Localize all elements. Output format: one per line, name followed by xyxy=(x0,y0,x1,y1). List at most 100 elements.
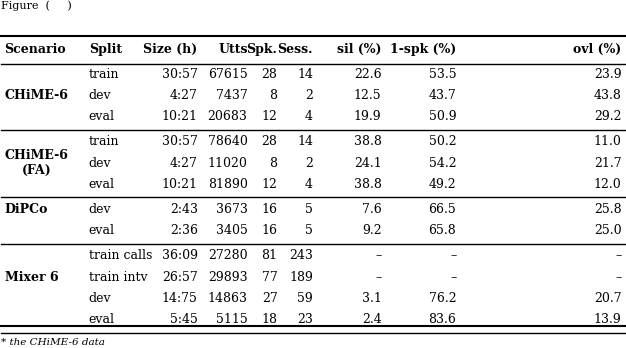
Text: sil (%): sil (%) xyxy=(337,43,382,56)
Text: Split: Split xyxy=(89,43,122,56)
Text: 65.8: 65.8 xyxy=(429,224,456,237)
Text: 2:36: 2:36 xyxy=(170,224,198,237)
Text: 81890: 81890 xyxy=(208,178,247,191)
Text: 8: 8 xyxy=(269,157,277,170)
Text: 49.2: 49.2 xyxy=(429,178,456,191)
Text: 28: 28 xyxy=(262,68,277,81)
Text: –: – xyxy=(450,250,456,262)
Text: 43.8: 43.8 xyxy=(593,89,622,102)
Text: DiPCo: DiPCo xyxy=(4,203,48,216)
Text: 13.9: 13.9 xyxy=(593,313,622,326)
Text: 14:75: 14:75 xyxy=(162,292,198,305)
Text: train: train xyxy=(89,135,119,149)
Text: Sess.: Sess. xyxy=(277,43,313,56)
Text: 5:45: 5:45 xyxy=(170,313,198,326)
Text: dev: dev xyxy=(89,157,111,170)
Text: –: – xyxy=(450,271,456,284)
Text: train calls: train calls xyxy=(89,250,152,262)
Text: 27280: 27280 xyxy=(208,250,247,262)
Text: 53.5: 53.5 xyxy=(429,68,456,81)
Text: 36:09: 36:09 xyxy=(162,250,198,262)
Text: 9.2: 9.2 xyxy=(362,224,382,237)
Text: 23.9: 23.9 xyxy=(594,68,622,81)
Text: 29893: 29893 xyxy=(208,271,247,284)
Text: 11.0: 11.0 xyxy=(593,135,622,149)
Text: 19.9: 19.9 xyxy=(354,110,382,123)
Text: eval: eval xyxy=(89,110,115,123)
Text: 4:27: 4:27 xyxy=(170,89,198,102)
Text: 10:21: 10:21 xyxy=(162,110,198,123)
Text: Figure  (     ): Figure ( ) xyxy=(1,0,72,11)
Text: 77: 77 xyxy=(262,271,277,284)
Text: 4: 4 xyxy=(305,110,313,123)
Text: 7437: 7437 xyxy=(216,89,247,102)
Text: * the CHiME-6 data: * the CHiME-6 data xyxy=(1,339,105,348)
Text: eval: eval xyxy=(89,178,115,191)
Text: Size (h): Size (h) xyxy=(143,43,198,56)
Text: eval: eval xyxy=(89,224,115,237)
Text: 83.6: 83.6 xyxy=(428,313,456,326)
Text: 23: 23 xyxy=(297,313,313,326)
Text: 3.1: 3.1 xyxy=(362,292,382,305)
Text: 21.7: 21.7 xyxy=(594,157,622,170)
Text: 78640: 78640 xyxy=(208,135,247,149)
Text: 7.6: 7.6 xyxy=(362,203,382,216)
Text: 26:57: 26:57 xyxy=(162,271,198,284)
Text: Mixer 6: Mixer 6 xyxy=(4,271,58,284)
Text: 3405: 3405 xyxy=(216,224,247,237)
Text: dev: dev xyxy=(89,292,111,305)
Text: 27: 27 xyxy=(262,292,277,305)
Text: 12.0: 12.0 xyxy=(593,178,622,191)
Text: 76.2: 76.2 xyxy=(429,292,456,305)
Text: 16: 16 xyxy=(262,224,277,237)
Text: 4: 4 xyxy=(305,178,313,191)
Text: 66.5: 66.5 xyxy=(429,203,456,216)
Text: 25.0: 25.0 xyxy=(594,224,622,237)
Text: 22.6: 22.6 xyxy=(354,68,382,81)
Text: 25.8: 25.8 xyxy=(594,203,622,216)
Text: 54.2: 54.2 xyxy=(429,157,456,170)
Text: 18: 18 xyxy=(262,313,277,326)
Text: –: – xyxy=(615,271,622,284)
Text: 14: 14 xyxy=(297,135,313,149)
Text: train: train xyxy=(89,68,119,81)
Text: 5115: 5115 xyxy=(216,313,247,326)
Text: –: – xyxy=(615,250,622,262)
Text: 189: 189 xyxy=(289,271,313,284)
Text: 38.8: 38.8 xyxy=(354,135,382,149)
Text: 67615: 67615 xyxy=(208,68,247,81)
Text: dev: dev xyxy=(89,203,111,216)
Text: 12: 12 xyxy=(262,110,277,123)
Text: dev: dev xyxy=(89,89,111,102)
Text: 50.2: 50.2 xyxy=(429,135,456,149)
Text: –: – xyxy=(376,250,382,262)
Text: 20.7: 20.7 xyxy=(594,292,622,305)
Text: 2.4: 2.4 xyxy=(362,313,382,326)
Text: 243: 243 xyxy=(289,250,313,262)
Text: 30:57: 30:57 xyxy=(162,135,198,149)
Text: eval: eval xyxy=(89,313,115,326)
Text: 24.1: 24.1 xyxy=(354,157,382,170)
Text: 12.5: 12.5 xyxy=(354,89,382,102)
Text: 14863: 14863 xyxy=(208,292,247,305)
Text: 1-spk (%): 1-spk (%) xyxy=(390,43,456,56)
Text: 2: 2 xyxy=(305,157,313,170)
Text: 3673: 3673 xyxy=(216,203,247,216)
Text: ovl (%): ovl (%) xyxy=(573,43,622,56)
Text: 38.8: 38.8 xyxy=(354,178,382,191)
Text: 28: 28 xyxy=(262,135,277,149)
Text: 30:57: 30:57 xyxy=(162,68,198,81)
Text: 16: 16 xyxy=(262,203,277,216)
Text: 29.2: 29.2 xyxy=(594,110,622,123)
Text: 59: 59 xyxy=(297,292,313,305)
Text: 20683: 20683 xyxy=(208,110,247,123)
Text: 10:21: 10:21 xyxy=(162,178,198,191)
Text: 2:43: 2:43 xyxy=(170,203,198,216)
Text: train intv: train intv xyxy=(89,271,147,284)
Text: 14: 14 xyxy=(297,68,313,81)
Text: Spk.: Spk. xyxy=(247,43,277,56)
Text: 11020: 11020 xyxy=(208,157,247,170)
Text: CHiME-6: CHiME-6 xyxy=(4,89,68,102)
Text: CHiME-6
(FA): CHiME-6 (FA) xyxy=(4,149,68,177)
Text: Utts: Utts xyxy=(218,43,247,56)
